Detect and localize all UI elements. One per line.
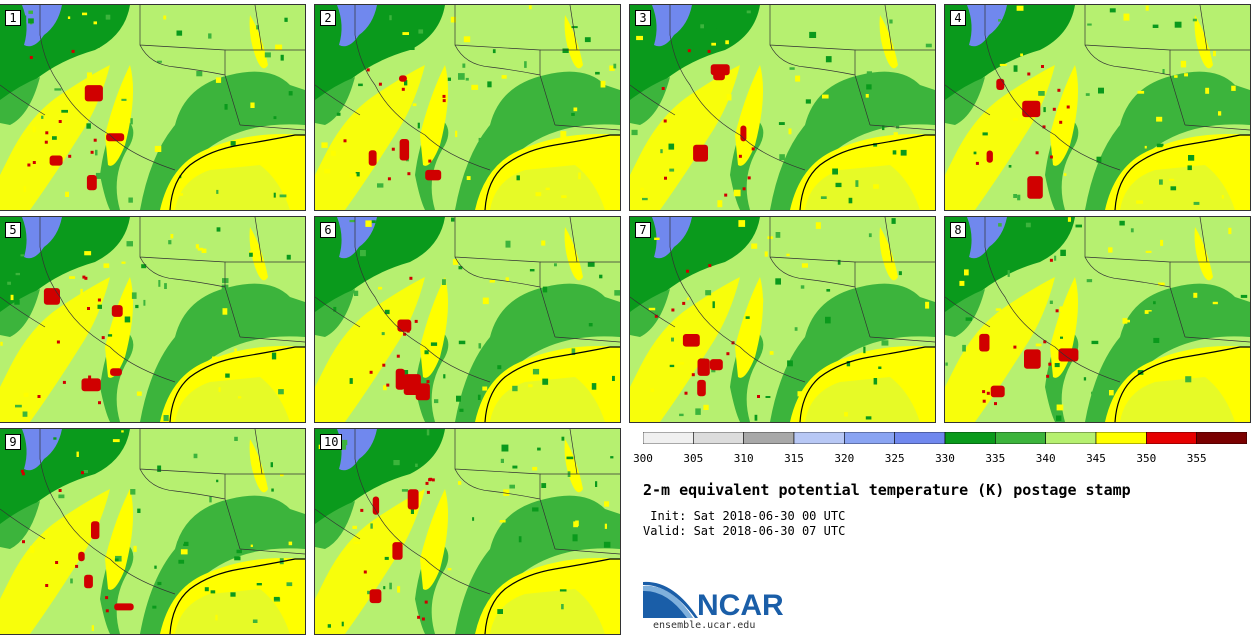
colorbar-segment	[894, 432, 946, 444]
ncar-logo: NCAR	[643, 581, 784, 618]
colorbar-segment	[693, 432, 744, 444]
colorbar-tick-label: 310	[733, 452, 754, 465]
colorbar-segment	[1095, 432, 1147, 444]
logo-text: NCAR	[697, 589, 784, 618]
colorbar-tick-label: 355	[1186, 452, 1207, 465]
colorbar-tick-label: 345	[1086, 452, 1106, 465]
panel-number: 3	[635, 10, 651, 26]
figure-title: 2-m equivalent potential temperature (K)…	[643, 481, 1131, 499]
valid-time: Valid: Sat 2018-06-30 07 UTC	[643, 524, 846, 538]
panel-number: 6	[320, 222, 336, 238]
colorbar	[643, 432, 1247, 444]
map-panel-5: 5	[0, 216, 306, 423]
panel-number: 8	[950, 222, 966, 238]
colorbar-segment	[643, 432, 694, 444]
colorbar-segment	[743, 432, 795, 444]
colorbar-segment	[1196, 432, 1247, 444]
map-panel-1: 1	[0, 4, 306, 211]
colorbar-segment	[844, 432, 895, 444]
colorbar-tick-label: 340	[1035, 452, 1056, 465]
website-url: ensemble.ucar.edu	[653, 620, 756, 631]
map-panel-6: 6	[314, 216, 621, 423]
panel-number: 1	[5, 10, 21, 26]
colorbar-segment	[944, 432, 996, 444]
colorbar-segment	[995, 432, 1046, 444]
panel-number: 7	[635, 222, 651, 238]
colorbar-tick-label: 325	[884, 452, 905, 465]
colorbar-segment	[1146, 432, 1197, 444]
panel-number: 4	[950, 10, 966, 26]
init-time: Init: Sat 2018-06-30 00 UTC	[643, 509, 846, 523]
colorbar-tick-label: 330	[935, 452, 955, 465]
map-panel-7: 7	[629, 216, 936, 423]
colorbar-tick-label: 320	[834, 452, 855, 465]
panel-number: 9	[5, 434, 21, 450]
map-panel-4: 4	[944, 4, 1251, 211]
map-panel-9: 9	[0, 428, 306, 635]
map-panel-8: 8	[944, 216, 1251, 423]
colorbar-tick-label: 335	[985, 452, 1006, 465]
map-panel-10: 10	[314, 428, 621, 635]
map-panel-3: 3	[629, 4, 936, 211]
colorbar-tick-label: 300	[633, 452, 653, 465]
colorbar-segment	[793, 432, 845, 444]
panel-number: 10	[320, 434, 343, 450]
colorbar-tick-label: 305	[683, 452, 704, 465]
panel-number: 5	[5, 222, 21, 238]
colorbar-segment	[1045, 432, 1097, 444]
colorbar-tick-label: 315	[784, 452, 804, 465]
map-panel-2: 2	[314, 4, 621, 211]
panel-number: 2	[320, 10, 336, 26]
colorbar-tick-label: 350	[1136, 452, 1157, 465]
